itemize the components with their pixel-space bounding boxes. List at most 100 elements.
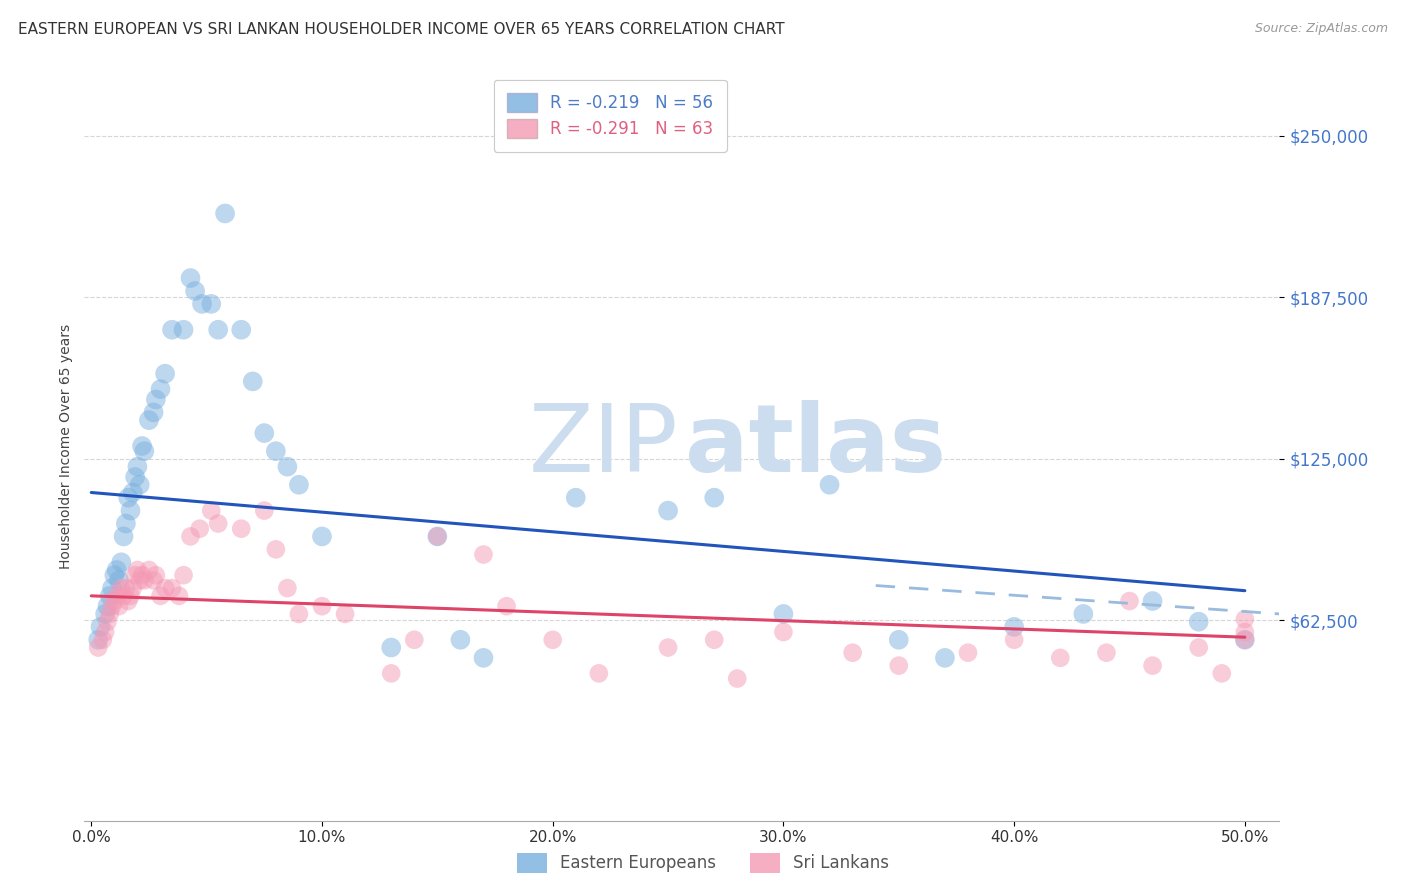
- Text: Source: ZipAtlas.com: Source: ZipAtlas.com: [1254, 22, 1388, 36]
- Point: [127, 563, 149, 577]
- Point: [934, 651, 956, 665]
- Point: [173, 568, 195, 582]
- Point: [887, 658, 910, 673]
- Point: [231, 522, 253, 536]
- Point: [103, 594, 125, 608]
- Point: [1142, 658, 1164, 673]
- Point: [115, 516, 138, 531]
- Point: [138, 563, 160, 577]
- Point: [101, 581, 124, 595]
- Point: [588, 666, 610, 681]
- Point: [121, 581, 143, 595]
- Point: [253, 426, 276, 441]
- Text: atlas: atlas: [686, 400, 946, 492]
- Point: [380, 666, 402, 681]
- Point: [124, 470, 146, 484]
- Point: [404, 632, 426, 647]
- Point: [214, 206, 236, 220]
- Point: [101, 599, 124, 614]
- Point: [134, 574, 156, 588]
- Point: [1233, 612, 1256, 626]
- Point: [108, 574, 131, 588]
- Point: [120, 589, 142, 603]
- Point: [472, 651, 495, 665]
- Point: [818, 477, 841, 491]
- Point: [288, 607, 311, 621]
- Point: [87, 632, 110, 647]
- Point: [120, 503, 142, 517]
- Point: [96, 615, 118, 629]
- Point: [105, 589, 128, 603]
- Point: [128, 574, 150, 588]
- Point: [173, 323, 195, 337]
- Point: [108, 599, 131, 614]
- Point: [160, 581, 183, 595]
- Point: [1233, 632, 1256, 647]
- Point: [1002, 632, 1025, 647]
- Point: [134, 444, 156, 458]
- Point: [311, 529, 333, 543]
- Text: EASTERN EUROPEAN VS SRI LANKAN HOUSEHOLDER INCOME OVER 65 YEARS CORRELATION CHAR: EASTERN EUROPEAN VS SRI LANKAN HOUSEHOLD…: [18, 22, 785, 37]
- Legend: R = -0.219   N = 56, R = -0.291   N = 63: R = -0.219 N = 56, R = -0.291 N = 63: [494, 79, 727, 152]
- Point: [264, 444, 287, 458]
- Point: [333, 607, 356, 621]
- Point: [657, 640, 679, 655]
- Point: [110, 581, 132, 595]
- Point: [160, 323, 183, 337]
- Point: [288, 477, 311, 491]
- Point: [121, 485, 143, 500]
- Point: [1142, 594, 1164, 608]
- Point: [1073, 607, 1095, 621]
- Point: [380, 640, 402, 655]
- Point: [167, 589, 190, 603]
- Point: [1233, 632, 1256, 647]
- Point: [103, 568, 125, 582]
- Point: [110, 555, 132, 569]
- Point: [242, 375, 264, 389]
- Point: [131, 568, 153, 582]
- Point: [98, 589, 121, 603]
- Point: [149, 589, 172, 603]
- Point: [131, 439, 153, 453]
- Y-axis label: Householder Income Over 65 years: Householder Income Over 65 years: [59, 324, 73, 568]
- Point: [541, 632, 564, 647]
- Point: [426, 529, 449, 543]
- Point: [772, 607, 794, 621]
- Point: [200, 297, 222, 311]
- Point: [1118, 594, 1140, 608]
- Point: [703, 491, 725, 505]
- Point: [495, 599, 517, 614]
- Point: [117, 594, 139, 608]
- Point: [426, 529, 449, 543]
- Point: [179, 271, 201, 285]
- Point: [311, 599, 333, 614]
- Point: [128, 477, 150, 491]
- Point: [124, 568, 146, 582]
- Point: [772, 625, 794, 640]
- Point: [191, 297, 214, 311]
- Point: [145, 392, 167, 407]
- Point: [115, 581, 138, 595]
- Point: [207, 516, 229, 531]
- Point: [231, 323, 253, 337]
- Point: [153, 367, 176, 381]
- Point: [703, 632, 725, 647]
- Point: [142, 405, 165, 419]
- Point: [96, 599, 118, 614]
- Point: [112, 529, 135, 543]
- Point: [276, 459, 298, 474]
- Point: [1211, 666, 1233, 681]
- Point: [956, 646, 979, 660]
- Point: [253, 503, 276, 517]
- Point: [117, 491, 139, 505]
- Point: [91, 632, 114, 647]
- Point: [149, 382, 172, 396]
- Point: [657, 503, 679, 517]
- Point: [276, 581, 298, 595]
- Point: [264, 542, 287, 557]
- Point: [153, 581, 176, 595]
- Point: [1188, 615, 1211, 629]
- Point: [112, 589, 135, 603]
- Point: [142, 574, 165, 588]
- Point: [145, 568, 167, 582]
